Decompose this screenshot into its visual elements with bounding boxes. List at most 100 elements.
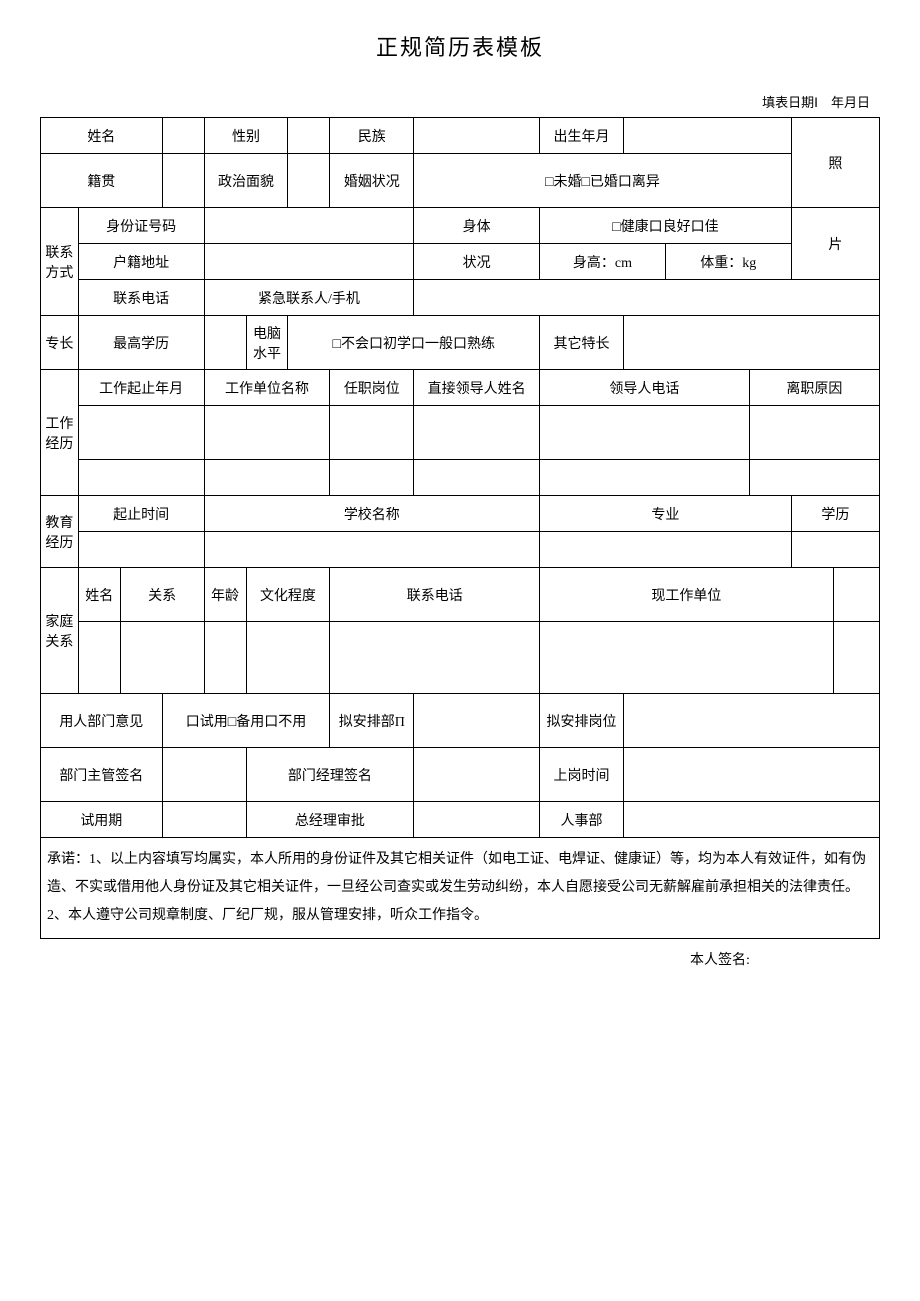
label-household: 户籍地址 bbox=[78, 244, 204, 280]
field-leader-phone-2[interactable] bbox=[540, 460, 750, 496]
field-dept-manager[interactable] bbox=[414, 748, 540, 802]
field-edu-period-1[interactable] bbox=[78, 532, 204, 568]
field-age-1[interactable] bbox=[204, 622, 246, 694]
label-health-status: 状况 bbox=[414, 244, 540, 280]
field-hr-dept[interactable] bbox=[623, 802, 879, 838]
field-gender[interactable] bbox=[288, 118, 330, 154]
field-political[interactable] bbox=[288, 154, 330, 208]
field-trial-options[interactable]: 口试用□备用口不用 bbox=[162, 694, 330, 748]
field-health-options[interactable]: □健康口良好口佳 bbox=[540, 208, 792, 244]
label-school-name: 学校名称 bbox=[204, 496, 540, 532]
field-work-unit-1[interactable] bbox=[204, 406, 330, 460]
label-marital: 婚姻状况 bbox=[330, 154, 414, 208]
label-gm-approval: 总经理审批 bbox=[246, 802, 414, 838]
page-title: 正规简历表模板 bbox=[40, 30, 880, 62]
label-other-skills: 其它特长 bbox=[540, 316, 624, 370]
label-age: 年龄 bbox=[204, 568, 246, 622]
label-fam-phone: 联系电话 bbox=[330, 568, 540, 622]
label-family-header: 家庭关系 bbox=[41, 568, 79, 694]
field-leader-phone-1[interactable] bbox=[540, 406, 750, 460]
label-skills-header: 专长 bbox=[41, 316, 79, 370]
label-major: 专业 bbox=[540, 496, 792, 532]
field-other-skills[interactable] bbox=[623, 316, 879, 370]
field-weight[interactable]: 体重：kg bbox=[665, 244, 791, 280]
label-dept-supervisor: 部门主管签名 bbox=[41, 748, 163, 802]
field-fam-extra-1[interactable] bbox=[833, 622, 879, 694]
field-leave-reason-1[interactable] bbox=[749, 406, 879, 460]
field-emergency[interactable] bbox=[414, 280, 880, 316]
field-arrange-position[interactable] bbox=[623, 694, 879, 748]
field-fam-work-unit-1[interactable] bbox=[540, 622, 834, 694]
label-arrange-position: 拟安排岗位 bbox=[540, 694, 624, 748]
label-work-header: 工作经历 bbox=[41, 370, 79, 496]
label-work-period: 工作起止年月 bbox=[78, 370, 204, 406]
field-native-place[interactable] bbox=[162, 154, 204, 208]
field-household[interactable] bbox=[204, 244, 414, 280]
label-fam-work-unit: 现工作单位 bbox=[540, 568, 834, 622]
label-photo1: 照 bbox=[791, 118, 879, 208]
field-ethnicity[interactable] bbox=[414, 118, 540, 154]
label-political: 政治面貌 bbox=[204, 154, 288, 208]
date-label: 填表日期Ⅰ 年月日 bbox=[40, 92, 880, 111]
label-emergency: 紧急联系人/手机 bbox=[204, 280, 414, 316]
label-start-date: 上岗时间 bbox=[540, 748, 624, 802]
label-name: 姓名 bbox=[41, 118, 163, 154]
field-marital[interactable]: □未婚□已婚口离异 bbox=[414, 154, 791, 208]
label-leave-reason: 离职原因 bbox=[749, 370, 879, 406]
field-gm-approval[interactable] bbox=[414, 802, 540, 838]
label-ethnicity: 民族 bbox=[330, 118, 414, 154]
label-dept-opinion: 用人部门意见 bbox=[41, 694, 163, 748]
field-fam-extra[interactable] bbox=[833, 568, 879, 622]
field-edu-level-1[interactable] bbox=[246, 622, 330, 694]
field-start-date[interactable] bbox=[623, 748, 879, 802]
label-hr-dept: 人事部 bbox=[540, 802, 624, 838]
label-degree: 学历 bbox=[791, 496, 879, 532]
label-education: 最高学历 bbox=[78, 316, 204, 370]
label-computer: 电脑水平 bbox=[246, 316, 288, 370]
field-position-2[interactable] bbox=[330, 460, 414, 496]
label-photo2: 片 bbox=[791, 208, 879, 280]
label-fam-name: 姓名 bbox=[78, 568, 120, 622]
declaration-text: 承诺：1、以上内容填写均属实，本人所用的身份证件及其它相关证件（如电工证、电焊证… bbox=[41, 838, 880, 939]
field-school-name-1[interactable] bbox=[204, 532, 540, 568]
field-relation-1[interactable] bbox=[120, 622, 204, 694]
label-edu-level: 文化程度 bbox=[246, 568, 330, 622]
field-dept-supervisor[interactable] bbox=[162, 748, 246, 802]
label-contact-header: 联系方式 bbox=[41, 208, 79, 316]
field-major-1[interactable] bbox=[540, 532, 792, 568]
label-edu-period: 起止时间 bbox=[78, 496, 204, 532]
field-birth[interactable] bbox=[623, 118, 791, 154]
label-edu-header: 教育经历 bbox=[41, 496, 79, 568]
field-fam-phone-1[interactable] bbox=[330, 622, 540, 694]
field-id-number[interactable] bbox=[204, 208, 414, 244]
label-id-number: 身份证号码 bbox=[78, 208, 204, 244]
field-leave-reason-2[interactable] bbox=[749, 460, 879, 496]
label-phone: 联系电话 bbox=[78, 280, 204, 316]
label-birth: 出生年月 bbox=[540, 118, 624, 154]
label-leader-name: 直接领导人姓名 bbox=[414, 370, 540, 406]
field-work-period-2[interactable] bbox=[78, 460, 204, 496]
label-arrange-dept: 拟安排部Π bbox=[330, 694, 414, 748]
field-position-1[interactable] bbox=[330, 406, 414, 460]
resume-table: 姓名 性别 民族 出生年月 照 籍贯 政治面貌 婚姻状况 □未婚□已婚口离异 联… bbox=[40, 117, 880, 939]
label-dept-manager: 部门经理签名 bbox=[246, 748, 414, 802]
field-trial-period[interactable] bbox=[162, 802, 246, 838]
field-fam-name-1[interactable] bbox=[78, 622, 120, 694]
field-work-unit-2[interactable] bbox=[204, 460, 330, 496]
label-native-place: 籍贯 bbox=[41, 154, 163, 208]
field-leader-name-1[interactable] bbox=[414, 406, 540, 460]
field-education[interactable] bbox=[204, 316, 246, 370]
label-position: 任职岗位 bbox=[330, 370, 414, 406]
field-degree-1[interactable] bbox=[791, 532, 879, 568]
label-leader-phone: 领导人电话 bbox=[540, 370, 750, 406]
field-computer[interactable]: □不会口初学口一般口熟练 bbox=[288, 316, 540, 370]
label-health: 身体 bbox=[414, 208, 540, 244]
field-work-period-1[interactable] bbox=[78, 406, 204, 460]
field-height[interactable]: 身高：cm bbox=[540, 244, 666, 280]
field-leader-name-2[interactable] bbox=[414, 460, 540, 496]
label-work-unit: 工作单位名称 bbox=[204, 370, 330, 406]
field-arrange-dept[interactable] bbox=[414, 694, 540, 748]
field-name[interactable] bbox=[162, 118, 204, 154]
label-relation: 关系 bbox=[120, 568, 204, 622]
label-trial-period: 试用期 bbox=[41, 802, 163, 838]
